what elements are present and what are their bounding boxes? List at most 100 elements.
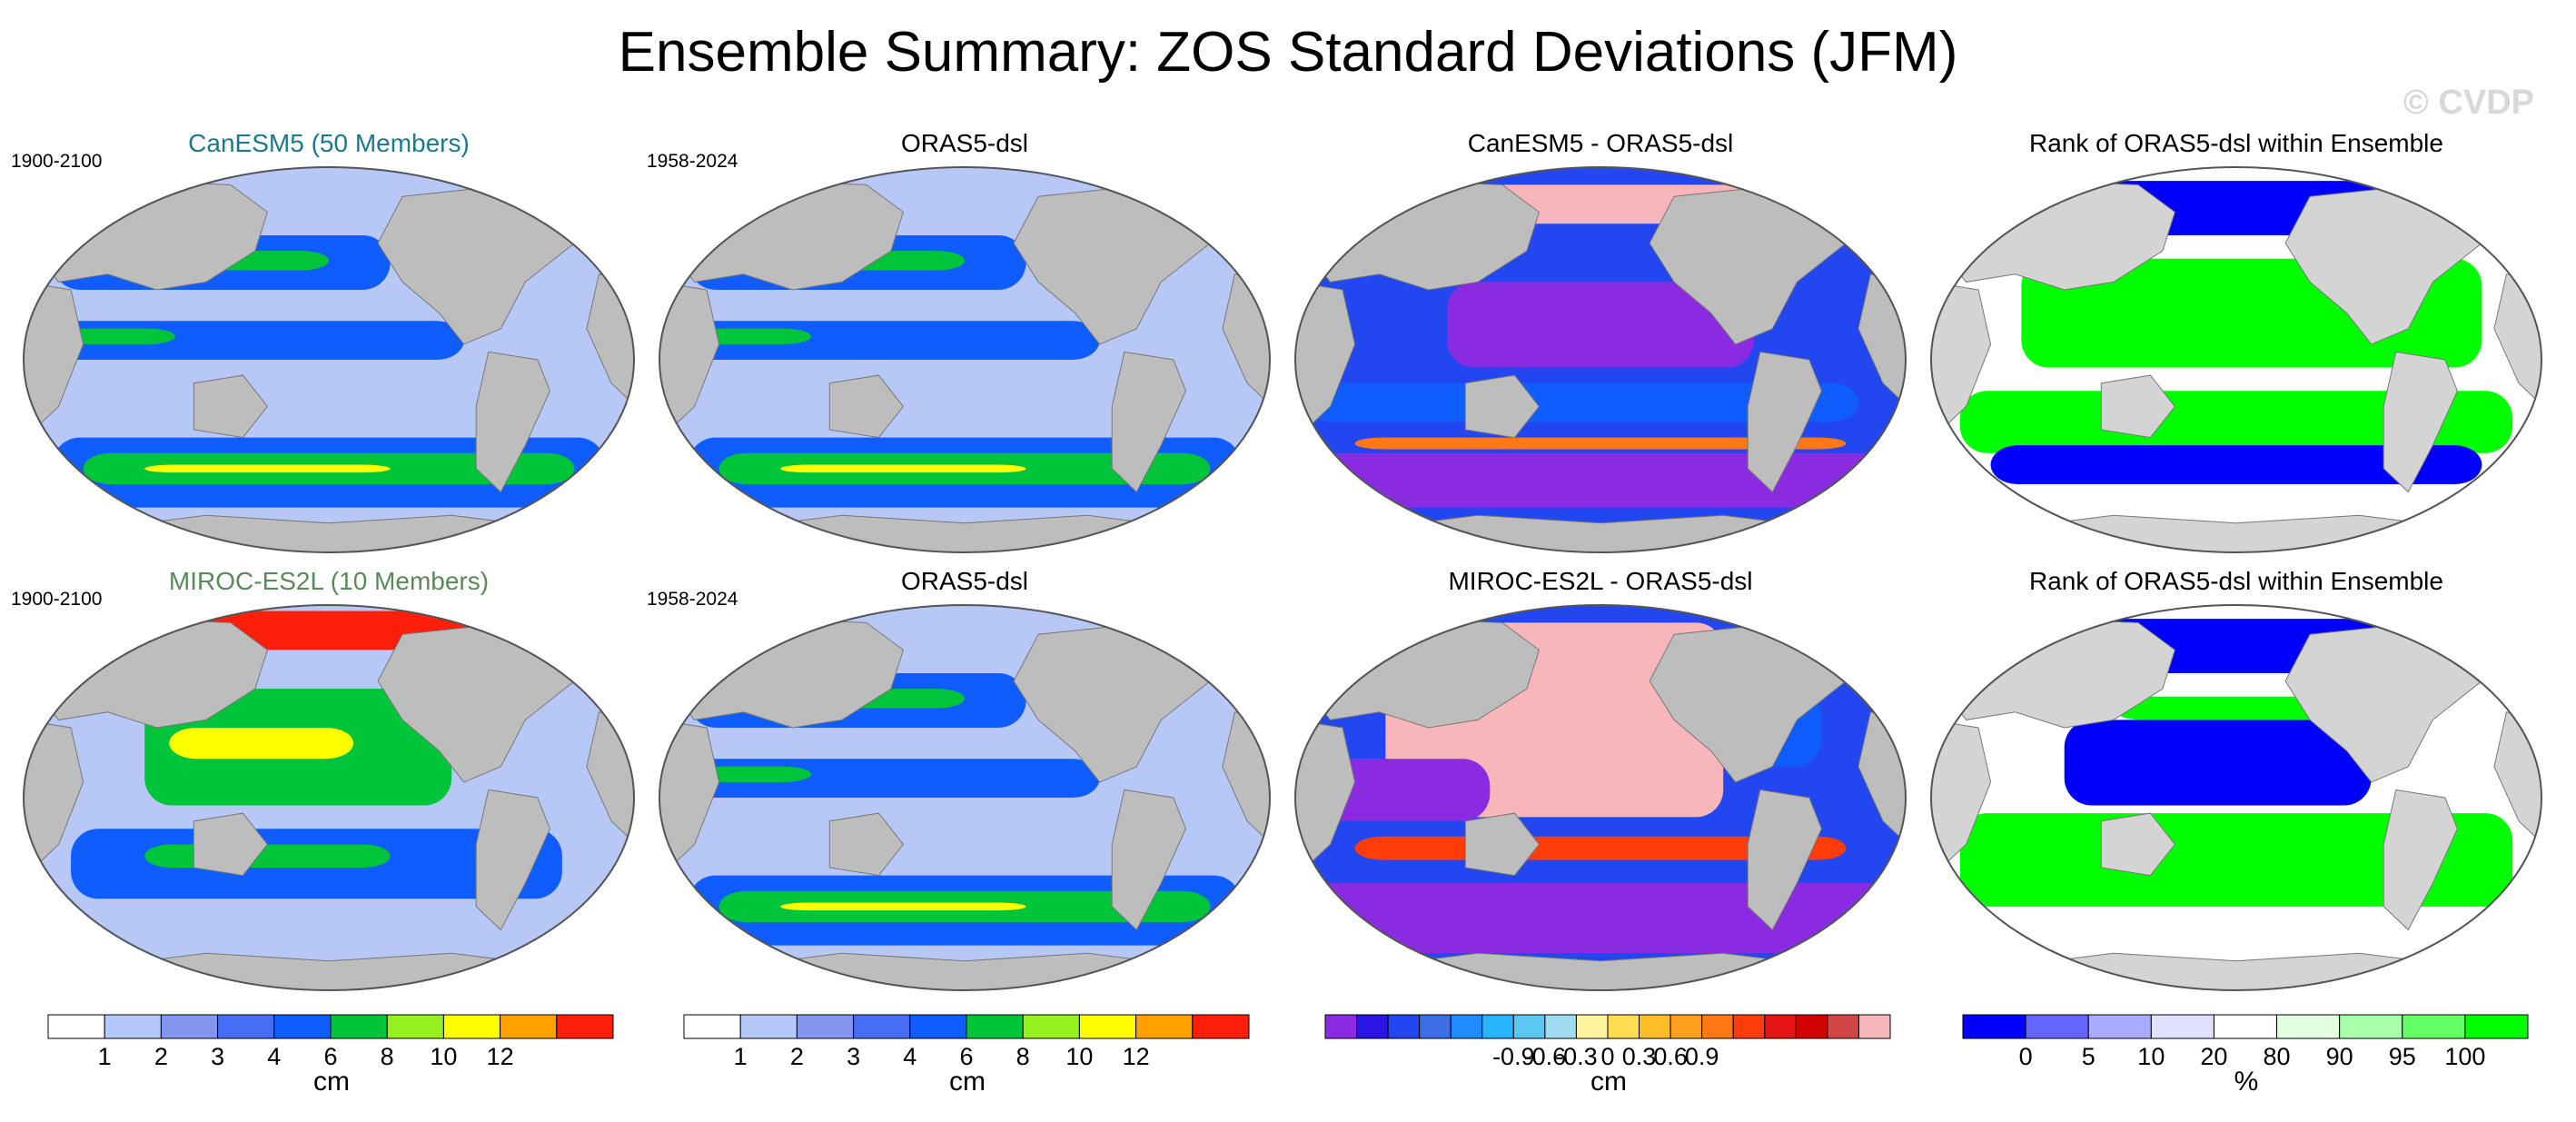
map-panel: ORAS5-dsl 1958-2024 (647, 129, 1283, 553)
colorbar-tick-label: 10 (1065, 1043, 1093, 1070)
colorbar-tick-label: 6 (959, 1043, 973, 1070)
colorbar-tick-label: 12 (1123, 1043, 1150, 1070)
figure-title: Ensemble Summary: ZOS Standard Deviation… (618, 21, 1958, 84)
colorbar-swatch (1669, 1014, 1703, 1039)
colorbar-unit-label: cm (1590, 1067, 1627, 1097)
map-panel: MIROC-ES2L (10 Members) 1900-2100 (11, 567, 647, 991)
colorbar: -0.9 -0.6 -0.3 0 0.3 0.6 0.9 cm (1324, 1014, 1893, 1097)
world-map (1930, 166, 2542, 553)
colorbar-tick-label: 8 (381, 1043, 394, 1070)
colorbar-swatch (1135, 1014, 1194, 1039)
colorbar-tick-label: 12 (487, 1043, 514, 1070)
colorbar-swatch (47, 1014, 105, 1039)
panel-title: Rank of ORAS5-dsl within Ensemble (2029, 129, 2443, 157)
colorbar-tick-label: 80 (2264, 1043, 2291, 1070)
colorbar-swatch (796, 1014, 855, 1039)
colorbar-tick-label: 1 (98, 1043, 112, 1070)
colorbar-tick-label: 0.3 (1622, 1043, 1657, 1070)
colorbar-unit-label: cm (313, 1067, 350, 1097)
world-map (23, 166, 635, 553)
watermark: © CVDP (2403, 84, 2534, 122)
colorbar-tick-label: 1 (734, 1043, 748, 1070)
panel-date-range: 1958-2024 (647, 589, 738, 610)
colorbar-swatch (1356, 1014, 1389, 1039)
map-panel: CanESM5 - ORAS5-dsl (1283, 129, 1918, 553)
colorbar-swatch (1827, 1014, 1859, 1039)
colorbar-tick-label: 100 (2444, 1043, 2485, 1070)
colorbar-swatch (2402, 1014, 2466, 1039)
panel-date-range: 1900-2100 (11, 589, 103, 610)
panel-title: Rank of ORAS5-dsl within Ensemble (2029, 567, 2443, 595)
colorbar-swatch (909, 1014, 967, 1039)
colorbar: 1 2 3 4 6 8 10 12 cm (683, 1014, 1252, 1097)
colorbar-swatch (1575, 1014, 1609, 1039)
colorbar-swatch (2025, 1014, 2089, 1039)
colorbar-tick-label: 0.6 (1653, 1043, 1688, 1070)
map-panel: ORAS5-dsl 1958-2024 (647, 567, 1283, 991)
panel-title: CanESM5 - ORAS5-dsl (1467, 129, 1734, 157)
map-panel: CanESM5 (50 Members) 1900-2100 (11, 129, 647, 553)
map-panel: Rank of ORAS5-dsl within Ensemble (1918, 129, 2554, 553)
panel-title: ORAS5-dsl (900, 129, 1029, 157)
colorbar-swatch (500, 1014, 558, 1039)
colorbar-unit-label: cm (949, 1067, 986, 1097)
colorbar-swatch (1701, 1014, 1734, 1039)
world-map (1294, 166, 1907, 553)
colorbar-swatch (683, 1014, 741, 1039)
colorbar-swatch (2087, 1014, 2152, 1039)
colorbar-swatch (1544, 1014, 1577, 1039)
world-map (659, 604, 1271, 991)
panel-title: ORAS5-dsl (900, 567, 1029, 595)
panel-title: MIROC-ES2L (10 Members) (168, 567, 490, 595)
colorbar-tick-label: 95 (2389, 1043, 2416, 1070)
panel-title: MIROC-ES2L - ORAS5-dsl (1448, 567, 1753, 595)
colorbar-tick-label: 10 (430, 1043, 457, 1070)
colorbar-swatch (2276, 1014, 2341, 1039)
colorbar-swatch (739, 1014, 798, 1039)
colorbar-swatch (217, 1014, 275, 1039)
colorbar-tick-label: 2 (154, 1043, 168, 1070)
colorbar-tick-label: 20 (2200, 1043, 2227, 1070)
colorbar-swatch (273, 1014, 332, 1039)
map-panel: Rank of ORAS5-dsl within Ensemble (1918, 567, 2554, 991)
colorbar-swatch (1450, 1014, 1483, 1039)
colorbar-tick-label: 2 (790, 1043, 804, 1070)
colorbar-swatch (1078, 1014, 1137, 1039)
world-map (23, 604, 635, 991)
colorbar-swatch (1481, 1014, 1514, 1039)
colorbar-tick-label: 90 (2326, 1043, 2353, 1070)
colorbar-swatch (966, 1014, 1024, 1039)
colorbar-tick-label: 6 (323, 1043, 337, 1070)
colorbar-swatch (1192, 1014, 1250, 1039)
colorbar-swatch (1639, 1014, 1671, 1039)
colorbar-swatch (442, 1014, 501, 1039)
colorbar-swatch (1732, 1014, 1766, 1039)
colorbar-tick-label: 0.9 (1685, 1043, 1719, 1070)
colorbar-tick-label: 0 (2019, 1043, 2033, 1070)
colorbar-swatch (2339, 1014, 2403, 1039)
colorbar-swatch (853, 1014, 911, 1039)
colorbar-swatch (1324, 1014, 1358, 1039)
panel-date-range: 1900-2100 (11, 151, 103, 172)
colorbar-swatch (330, 1014, 388, 1039)
colorbar-swatch (2150, 1014, 2214, 1039)
world-map (659, 166, 1271, 553)
colorbar: 1 2 3 4 6 8 10 12 cm (47, 1014, 616, 1097)
colorbar-tick-label: -0.6 (1524, 1043, 1567, 1070)
colorbar-tick-label: 5 (2082, 1043, 2095, 1070)
world-map (1930, 604, 2542, 991)
panel-date-range: 1958-2024 (647, 151, 738, 172)
colorbar: 0 5 10 20 80 90 95 100% (1962, 1014, 2531, 1097)
colorbar-tick-label: 8 (1016, 1043, 1030, 1070)
colorbar-swatch (2213, 1014, 2278, 1039)
colorbar-tick-label: 0 (1600, 1043, 1614, 1070)
colorbar-tick-label: -0.9 (1492, 1043, 1535, 1070)
colorbar-tick-label: 4 (903, 1043, 916, 1070)
colorbar-swatch (1387, 1014, 1421, 1039)
world-map (1294, 604, 1907, 991)
colorbar-tick-label: 3 (847, 1043, 860, 1070)
colorbar-tick-label: 4 (267, 1043, 281, 1070)
colorbar-swatch (1607, 1014, 1640, 1039)
colorbar-swatch (1764, 1014, 1797, 1039)
colorbar-swatch (386, 1014, 444, 1039)
